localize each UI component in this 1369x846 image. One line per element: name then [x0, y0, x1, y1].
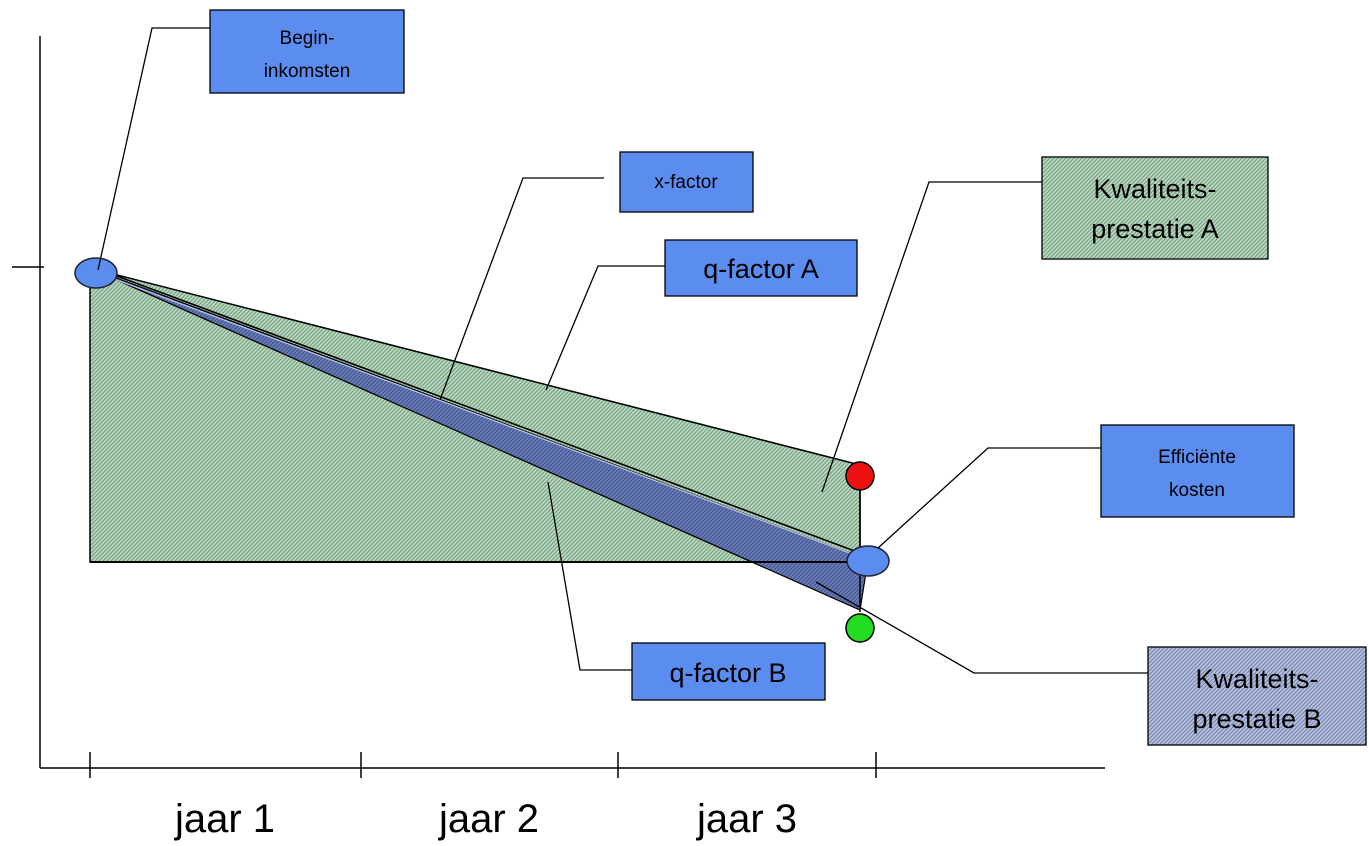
- svg-text:q-factor A: q-factor A: [703, 254, 819, 284]
- begin-marker-ellipse: [74, 257, 118, 289]
- svg-text:kosten: kosten: [1169, 480, 1225, 501]
- svg-text:Kwaliteits-: Kwaliteits-: [1093, 174, 1216, 204]
- leader-q-factor-a: [545, 265, 665, 391]
- x-factor-line-inner: [89, 269, 869, 561]
- leader-kwal-a: [821, 181, 1042, 493]
- label-begin-inkomsten: Begin- inkomsten: [209, 9, 405, 94]
- label-efficiente-kosten: Efficiënte kosten: [1100, 424, 1295, 518]
- label-q-factor-b: q-factor B: [631, 642, 826, 701]
- svg-text:Efficiënte: Efficiënte: [1158, 447, 1236, 468]
- red-dot-icon: [845, 461, 875, 491]
- x-label-jaar-1: jaar 1: [174, 797, 275, 841]
- leader-q-factor-b: [547, 481, 632, 671]
- label-x-factor: x-factor: [619, 151, 754, 213]
- leader-x-factor: [439, 177, 604, 401]
- svg-text:Begin-: Begin-: [280, 28, 335, 49]
- leader-begin: [97, 27, 210, 271]
- leader-kwal-b: [815, 581, 1148, 674]
- label-kwaliteitsprestatie-b: Kwaliteits- prestatie B: [1147, 646, 1367, 746]
- x-label-jaar-2: jaar 2: [438, 797, 539, 841]
- x-factor-line: [89, 265, 869, 557]
- svg-text:inkomsten: inkomsten: [264, 61, 351, 82]
- label-q-factor-a: q-factor A: [664, 239, 858, 297]
- svg-text:Kwaliteits-: Kwaliteits-: [1195, 664, 1318, 694]
- green-dot-icon: [845, 613, 875, 643]
- svg-text:x-factor: x-factor: [654, 172, 718, 193]
- svg-text:q-factor B: q-factor B: [669, 658, 786, 688]
- leader-efficient: [877, 447, 1101, 549]
- svg-text:prestatie A: prestatie A: [1091, 214, 1219, 244]
- svg-text:prestatie B: prestatie B: [1192, 704, 1321, 734]
- q-factor-b-wedge: [89, 267, 869, 611]
- end-marker-ellipse: [846, 545, 890, 577]
- x-label-jaar-3: jaar 3: [696, 797, 797, 841]
- label-kwaliteitsprestatie-a: Kwaliteits- prestatie A: [1041, 156, 1269, 260]
